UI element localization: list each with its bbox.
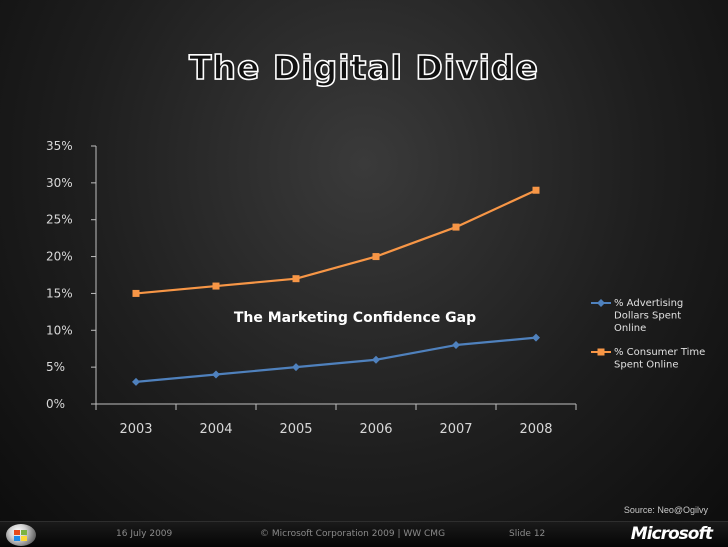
y-axis: 0% 5% 10% 15% 20% 25% 30% 35% bbox=[46, 139, 97, 411]
data-point-square bbox=[132, 289, 140, 297]
slide-title: The Digital Divide bbox=[188, 47, 539, 88]
data-point-diamond bbox=[292, 363, 300, 372]
legend-label-2: % Consumer Time bbox=[614, 347, 705, 358]
data-point-diamond bbox=[532, 333, 540, 342]
x-tick-label: 2005 bbox=[279, 422, 312, 437]
series-markers bbox=[132, 186, 540, 386]
footer-date: 16 July 2009 bbox=[116, 529, 173, 539]
windows-logo-icon bbox=[6, 524, 36, 546]
data-point-square bbox=[532, 186, 540, 194]
y-tick-label: 30% bbox=[46, 176, 73, 190]
y-tick-label: 5% bbox=[46, 360, 65, 374]
legend-label-1: Online bbox=[614, 323, 646, 334]
y-tick-label: 35% bbox=[46, 139, 73, 153]
x-tick-label: 2008 bbox=[519, 422, 552, 437]
x-tick-label: 2006 bbox=[359, 422, 392, 437]
data-point-diamond bbox=[372, 355, 380, 364]
data-point-diamond bbox=[452, 341, 460, 350]
microsoft-logo: Microsoft bbox=[630, 524, 713, 544]
series-line-2 bbox=[135, 189, 537, 295]
y-tick-label: 25% bbox=[46, 213, 73, 227]
data-point-square bbox=[292, 275, 300, 283]
x-tick-label: 2007 bbox=[439, 422, 472, 437]
data-point-diamond bbox=[132, 377, 140, 386]
footer-bar: 16 July 2009 © Microsoft Corporation 200… bbox=[0, 521, 728, 547]
y-tick-label: 0% bbox=[46, 397, 65, 411]
legend-marker-diamond bbox=[597, 299, 605, 307]
source-note: Source: Neo@Ogilvy bbox=[623, 505, 708, 515]
y-tick-label: 20% bbox=[46, 250, 73, 264]
legend-label-1: Dollars Spent bbox=[614, 311, 681, 322]
data-point-square bbox=[372, 253, 380, 261]
legend-label-2: Spent Online bbox=[614, 360, 679, 371]
y-tick-label: 10% bbox=[46, 323, 73, 337]
series-line-1 bbox=[135, 336, 537, 383]
series-lines bbox=[135, 189, 537, 383]
chart-annotation: The Marketing Confidence Gap bbox=[234, 310, 476, 326]
x-tick-label: 2003 bbox=[119, 422, 152, 437]
legend-label-1: % Advertising bbox=[614, 298, 683, 309]
legend-marker-square bbox=[597, 348, 605, 356]
footer-slide-number: Slide 12 bbox=[509, 529, 546, 539]
data-point-square bbox=[212, 282, 220, 290]
y-tick-label: 15% bbox=[46, 286, 73, 300]
data-point-diamond bbox=[212, 370, 220, 379]
footer-copyright: © Microsoft Corporation 2009 | WW CMG bbox=[260, 529, 446, 539]
x-tick-label: 2004 bbox=[199, 422, 232, 437]
x-axis: 2003 2004 2005 2006 2007 2008 bbox=[95, 403, 577, 437]
data-point-square bbox=[452, 223, 460, 231]
